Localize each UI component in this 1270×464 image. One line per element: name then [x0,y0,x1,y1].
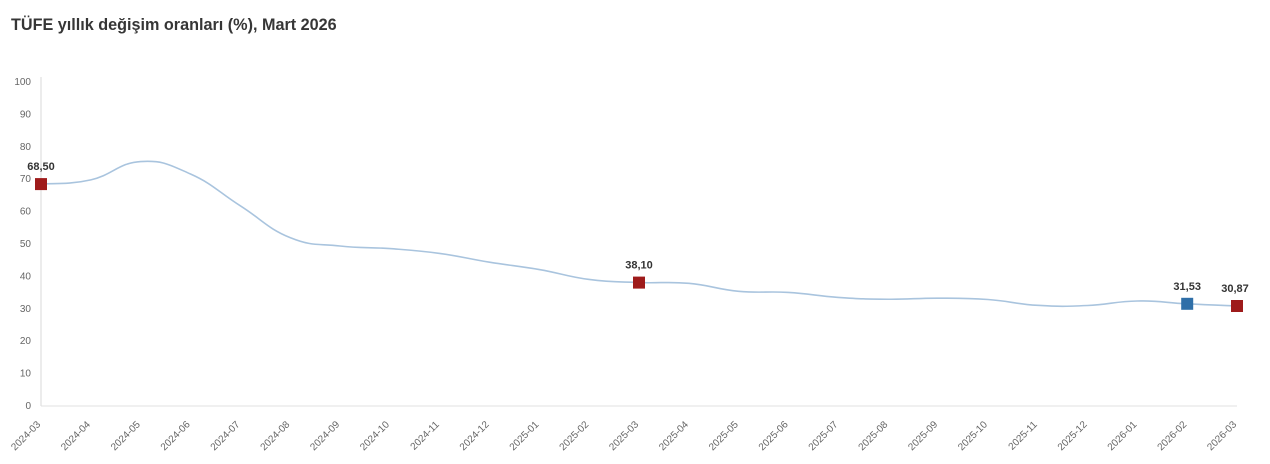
svg-text:2025-10: 2025-10 [956,419,990,453]
svg-text:2024-03: 2024-03 [9,419,43,453]
svg-text:2024-09: 2024-09 [308,419,342,453]
svg-text:2024-08: 2024-08 [259,419,293,453]
svg-text:60: 60 [20,207,32,218]
svg-text:40: 40 [20,271,32,282]
svg-text:2025-01: 2025-01 [508,419,542,453]
svg-text:20: 20 [20,336,32,347]
svg-text:2024-07: 2024-07 [209,419,243,453]
svg-text:0: 0 [25,401,31,412]
svg-text:2024-04: 2024-04 [59,419,93,453]
svg-text:2024-11: 2024-11 [409,419,443,453]
svg-text:90: 90 [20,109,32,120]
svg-text:30: 30 [20,304,32,315]
svg-text:2025-03: 2025-03 [607,419,641,453]
svg-text:2025-09: 2025-09 [906,419,940,453]
svg-text:38,10: 38,10 [625,260,653,272]
svg-text:100: 100 [14,77,31,88]
svg-text:2025-07: 2025-07 [807,419,841,453]
svg-text:50: 50 [20,239,32,250]
svg-text:2026-03: 2026-03 [1205,419,1239,453]
svg-text:2025-05: 2025-05 [707,419,741,453]
svg-text:2025-11: 2025-11 [1007,419,1041,453]
svg-text:2025-06: 2025-06 [757,419,791,453]
svg-text:80: 80 [20,142,32,153]
svg-text:2024-10: 2024-10 [358,419,392,453]
svg-text:2024-05: 2024-05 [109,419,143,453]
svg-text:2024-06: 2024-06 [159,419,193,453]
svg-text:70: 70 [20,174,32,185]
svg-text:31,53: 31,53 [1173,281,1201,293]
svg-text:2024-12: 2024-12 [458,419,492,453]
svg-text:30,87: 30,87 [1221,283,1249,295]
svg-text:2026-01: 2026-01 [1106,419,1140,453]
svg-text:2025-04: 2025-04 [657,419,691,453]
svg-text:2025-12: 2025-12 [1056,419,1090,453]
svg-text:2026-02: 2026-02 [1156,419,1190,453]
svg-text:2025-02: 2025-02 [558,419,592,453]
svg-text:68,50: 68,50 [27,161,55,173]
svg-text:2025-08: 2025-08 [857,419,891,453]
svg-text:10: 10 [20,369,32,380]
